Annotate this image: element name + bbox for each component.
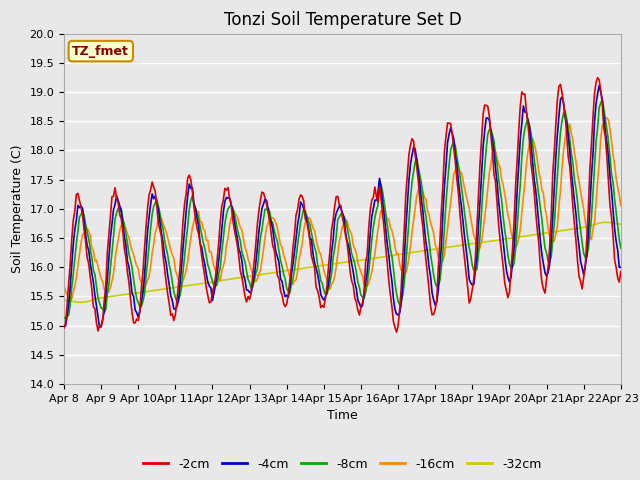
X-axis label: Time: Time [327, 409, 358, 422]
Title: Tonzi Soil Temperature Set D: Tonzi Soil Temperature Set D [223, 11, 461, 29]
Text: TZ_fmet: TZ_fmet [72, 45, 129, 58]
Y-axis label: Soil Temperature (C): Soil Temperature (C) [11, 144, 24, 273]
Legend: -2cm, -4cm, -8cm, -16cm, -32cm: -2cm, -4cm, -8cm, -16cm, -32cm [138, 453, 547, 476]
